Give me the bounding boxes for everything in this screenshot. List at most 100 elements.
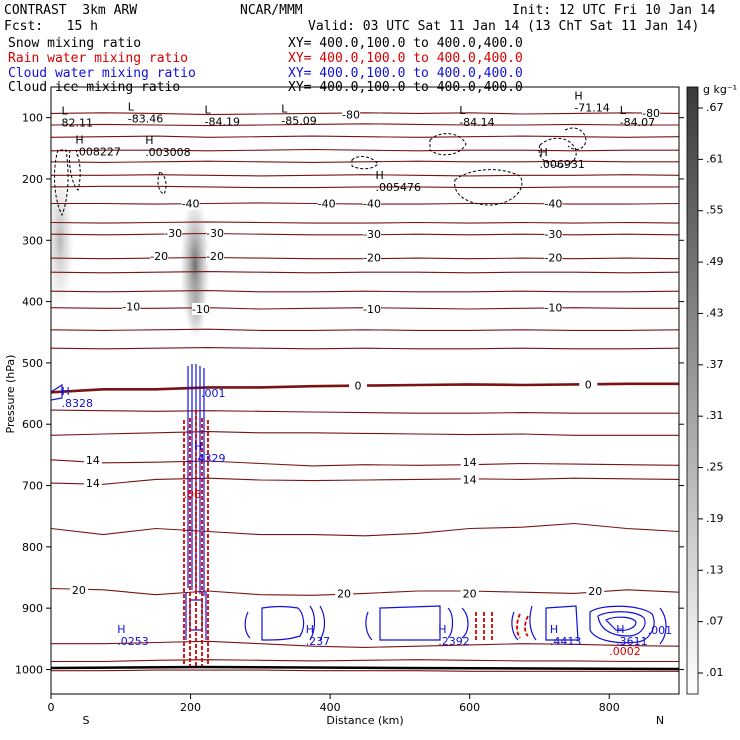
- x-tick-label: 400: [320, 701, 341, 714]
- small-value-labels: .001 .06 .001 .0002: [184, 387, 673, 658]
- temperature-label: -20: [363, 251, 381, 264]
- temperature-label: 20: [588, 585, 602, 598]
- end-label-left: S: [83, 714, 90, 727]
- temperature-label: -20: [544, 251, 562, 264]
- cloud-ice-left: [54, 149, 69, 217]
- extremum-letter: H: [194, 440, 202, 453]
- temperature-label-bg: [342, 108, 361, 121]
- extremum-value: .8328: [61, 397, 93, 410]
- x-tick-label: 0: [48, 701, 55, 714]
- temperature-label: 20: [72, 584, 86, 597]
- rain-blob-mid: [475, 612, 493, 640]
- extremum-value: .2392: [438, 635, 470, 648]
- temperature-label-bg: [579, 378, 598, 391]
- snow-shading: [51, 170, 210, 340]
- temperature-contour-0: [51, 112, 679, 116]
- extremum-value: -84.19: [205, 115, 240, 128]
- extremum-value: .003008: [145, 146, 191, 159]
- extremum-value: -83.46: [128, 112, 163, 125]
- temperature-contour-6: [51, 185, 679, 189]
- temperature-label-bg: [349, 379, 368, 392]
- temperature-contours: [51, 112, 679, 672]
- temperature-label: -80: [342, 109, 360, 122]
- temperature-label-bg: [83, 477, 102, 490]
- surface-line: [50, 665, 680, 671]
- y-tick-label: 800: [22, 541, 43, 554]
- y-tick-label: 200: [22, 173, 43, 186]
- extremum-letter: L: [281, 102, 288, 115]
- temperature-contour-8: [51, 221, 679, 224]
- extremum-value: -85.09: [281, 114, 316, 127]
- temperature-label: -40: [544, 197, 562, 210]
- temperature-label: -30: [544, 228, 562, 241]
- temperature-label-bg: [205, 250, 224, 263]
- extremum-value: 82.11: [61, 117, 93, 130]
- cloud-ice-mid: [351, 156, 379, 170]
- cloud-water-blob-3611: [589, 605, 667, 645]
- temperature-contour-22: [51, 587, 679, 596]
- temperature-contour-5: [51, 174, 679, 177]
- extremum-letter: L: [620, 104, 627, 117]
- temperature-contour-17: [51, 409, 679, 414]
- x-tick-label: 800: [599, 701, 620, 714]
- temperature-label: 0: [355, 380, 362, 393]
- colorbar-tick-label: .61: [706, 152, 724, 165]
- temperature-label-bg: [586, 584, 605, 597]
- y-tick-label: 500: [22, 357, 43, 370]
- temperature-label-bg: [362, 251, 381, 264]
- field-xy-cloudwater: XY= 400.0,100.0 to 400.0,400.0: [288, 66, 523, 81]
- temperature-label: -10: [544, 302, 562, 315]
- extremum-value: .3611: [616, 635, 648, 648]
- temperature-label-bg: [460, 473, 479, 486]
- extremum-letter: L: [205, 103, 212, 116]
- extremum-value: .4413: [550, 635, 582, 648]
- temperature-label: -40: [363, 197, 381, 210]
- extremum-value: .4329: [194, 452, 226, 465]
- cloud-ice-left-2: [69, 149, 81, 191]
- temperature-label: -20: [150, 250, 168, 263]
- extremum-letter: L: [61, 105, 68, 118]
- colorbar-tick-label: .01: [706, 666, 724, 679]
- temperature-contour-20: [51, 477, 679, 485]
- valid-time: Valid: 03 UTC Sat 11 Jan 14 (13 ChT Sat …: [308, 19, 700, 34]
- temperature-label: 14: [86, 454, 100, 467]
- colorbar-ticks: .01 .07 .13 .19 .25 .31 .37 .43 .49 .55 .61 .67: [698, 101, 724, 679]
- extremum-letter: L: [459, 104, 466, 117]
- temperature-label-bg: [317, 197, 336, 210]
- forecast-hour: Fcst: 15 h: [4, 19, 98, 34]
- small-value-label: .06: [184, 488, 202, 501]
- temperature-label-bg: [192, 302, 211, 315]
- extremum-value: -84.14: [459, 116, 494, 129]
- temperature-contour-24: [51, 659, 679, 663]
- colorbar-tick-label: .19: [706, 512, 724, 525]
- y-axis-label: Pressure (hPa): [4, 355, 17, 434]
- temperature-label: -20: [206, 250, 224, 263]
- temperature-label-bg: [362, 228, 381, 241]
- temperature-contour-11: [51, 271, 679, 274]
- extrema-labels: L82.11L-83.46L-84.19L-85.09L-84.14L-84.0…: [61, 89, 655, 647]
- cloud-ice-contours: [54, 127, 587, 217]
- cloud-water-blob-2392: [365, 605, 469, 641]
- y-tick-label: 700: [22, 480, 43, 493]
- y-tick-label: 600: [22, 418, 43, 431]
- extremum-letter: H: [117, 623, 125, 636]
- colorbar-tick-label: .31: [706, 409, 724, 422]
- temperature-label: 0: [585, 378, 592, 391]
- temperature-contour-2: [51, 135, 679, 138]
- extremum-letter: H: [574, 89, 582, 102]
- temperature-label-bg: [544, 251, 563, 264]
- temperature-contour-4: [51, 160, 679, 163]
- extremum-value: -84.07: [620, 116, 655, 129]
- temperature-label-bg: [205, 226, 224, 239]
- cloud-ice-right-2: [454, 169, 523, 206]
- colorbar-tick-label: .55: [706, 204, 724, 217]
- extremum-value: .008227: [75, 146, 121, 159]
- colorbar-tick-label: .13: [706, 563, 724, 576]
- temperature-label: -10: [122, 301, 140, 314]
- plot-frame: [50, 86, 680, 695]
- temperature-contour-23: [51, 640, 679, 648]
- rain-water-contours: [183, 410, 529, 668]
- x-tick-label: 200: [180, 701, 201, 714]
- cloud-ice-right-3: [538, 137, 577, 167]
